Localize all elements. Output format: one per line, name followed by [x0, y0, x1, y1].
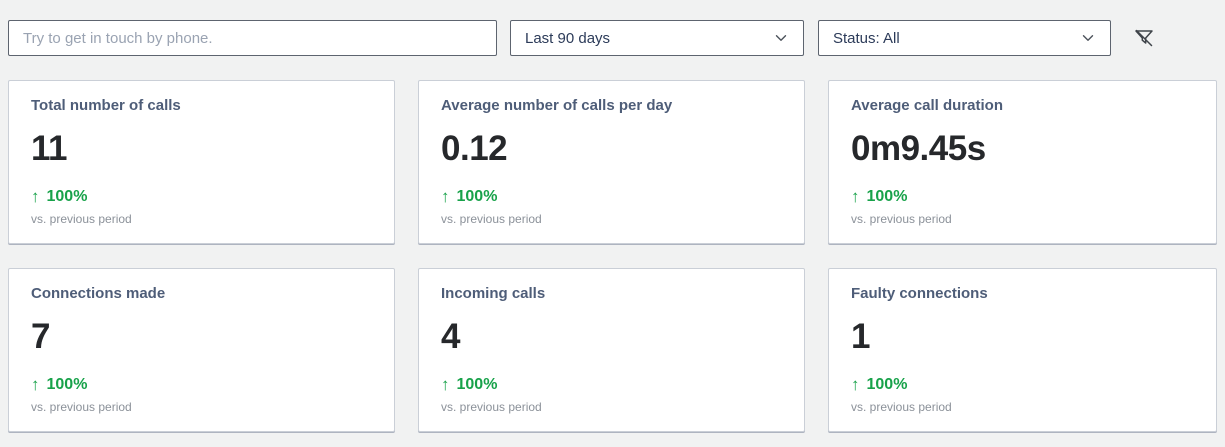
trend-up-icon: ↑ — [851, 187, 860, 206]
trend-up-icon: ↑ — [441, 375, 450, 394]
stat-card-total-calls: Total number of calls 11 ↑ 100% vs. prev… — [8, 80, 395, 244]
comparison-label: vs. previous period — [31, 212, 132, 226]
trend-percentage: 100% — [46, 188, 88, 205]
chevron-down-icon — [775, 35, 787, 41]
stat-card-faulty-connections: Faulty connections 1 ↑ 100% vs. previous… — [828, 268, 1217, 432]
stats-row-bottom: Connections made 7 ↑ 100% vs. previous p… — [0, 268, 1225, 432]
chevron-down-icon — [1082, 35, 1094, 41]
status-value: Status: All — [833, 29, 900, 47]
status-select[interactable]: Status: All — [818, 20, 1111, 56]
trend-up-icon: ↑ — [31, 375, 40, 394]
trend-up-icon: ↑ — [31, 187, 40, 206]
card-trend: ↑ 100% — [851, 376, 1194, 394]
comparison-label: vs. previous period — [31, 400, 132, 414]
stat-card-connections-made: Connections made 7 ↑ 100% vs. previous p… — [8, 268, 395, 432]
card-title: Total number of calls — [31, 97, 181, 114]
card-value: 0m9.45s — [851, 129, 986, 168]
trend-up-icon: ↑ — [441, 187, 450, 206]
card-value: 7 — [31, 317, 50, 356]
trend-percentage: 100% — [46, 376, 88, 393]
comparison-label: vs. previous period — [851, 212, 952, 226]
trend-up-icon: ↑ — [851, 375, 860, 394]
card-title: Average number of calls per day — [441, 97, 673, 114]
stat-card-incoming-calls: Incoming calls 4 ↑ 100% vs. previous per… — [418, 268, 805, 432]
date-range-value: Last 90 days — [525, 29, 611, 47]
card-title: Average call duration — [851, 97, 1003, 114]
card-title: Connections made — [31, 285, 166, 302]
trend-percentage: 100% — [866, 376, 908, 393]
search-input[interactable] — [8, 20, 497, 56]
card-trend: ↑ 100% — [441, 188, 782, 206]
trend-percentage: 100% — [456, 188, 498, 205]
stats-row-top: Total number of calls 11 ↑ 100% vs. prev… — [0, 80, 1225, 244]
date-range-select[interactable]: Last 90 days — [510, 20, 804, 56]
stat-card-avg-call-duration: Average call duration 0m9.45s ↑ 100% vs.… — [828, 80, 1217, 244]
comparison-label: vs. previous period — [851, 400, 952, 414]
trend-percentage: 100% — [456, 376, 498, 393]
stat-card-avg-calls-per-day: Average number of calls per day 0.12 ↑ 1… — [418, 80, 805, 244]
card-title: Faulty connections — [851, 285, 988, 302]
card-value: 1 — [851, 317, 870, 356]
card-title: Incoming calls — [441, 285, 546, 302]
filters-toolbar: Last 90 days Status: All — [0, 0, 1225, 56]
clear-filters-button[interactable] — [1128, 22, 1160, 54]
filter-off-icon — [1135, 29, 1153, 47]
card-trend: ↑ 100% — [31, 188, 372, 206]
trend-percentage: 100% — [866, 188, 908, 205]
card-value: 4 — [441, 317, 460, 356]
comparison-label: vs. previous period — [441, 212, 542, 226]
card-value: 0.12 — [441, 129, 508, 168]
card-value: 11 — [31, 129, 68, 168]
card-trend: ↑ 100% — [851, 188, 1194, 206]
comparison-label: vs. previous period — [441, 400, 542, 414]
card-trend: ↑ 100% — [441, 376, 782, 394]
card-trend: ↑ 100% — [31, 376, 372, 394]
